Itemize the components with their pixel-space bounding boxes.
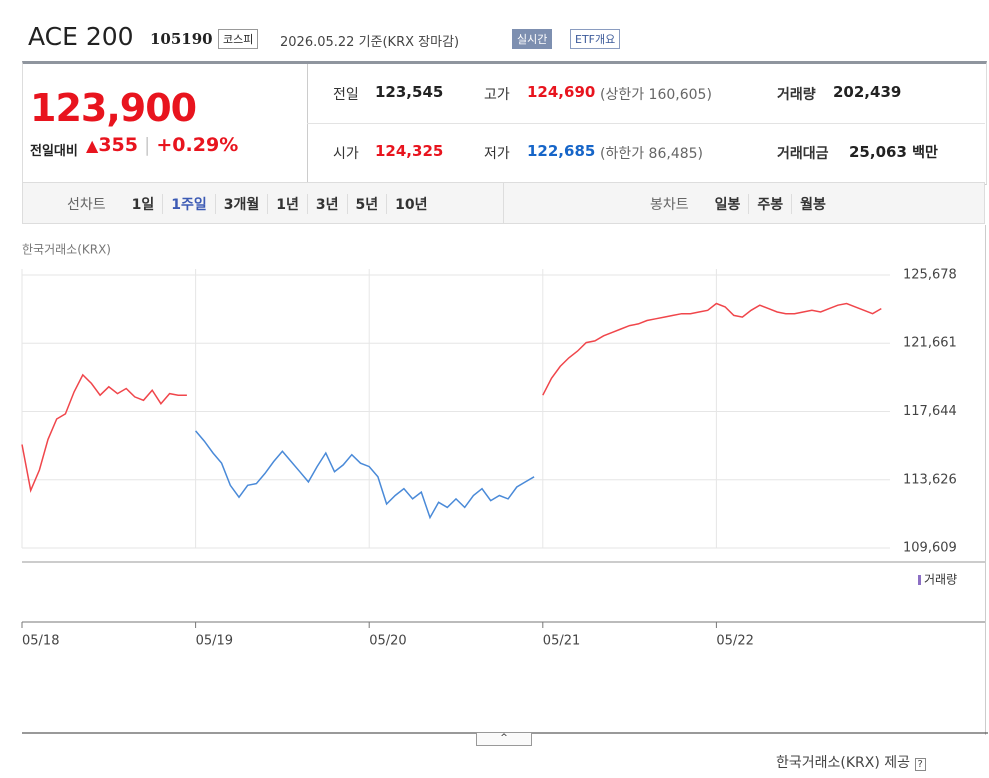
y-tick-label: 121,661 (903, 336, 957, 351)
title: ACE 200 (28, 22, 134, 51)
y-tick-label: 113,626 (903, 472, 957, 487)
up-arrow: ▲ (86, 136, 99, 155)
tab[interactable]: 5년 (346, 194, 387, 214)
realtime-button[interactable]: 실시간 (512, 29, 553, 49)
stat-label: 저가 (484, 146, 510, 162)
stat-value: 123,545 (375, 83, 444, 101)
tab[interactable]: 10년 (386, 194, 435, 214)
plot: 125,678 121,661 117,644 113,626 109,609 05/18… (21, 268, 957, 649)
stat-label: 거래대금 (777, 146, 829, 162)
stat-value: 124,325 (375, 142, 444, 160)
change: ▲355 | +0.29% (86, 134, 239, 156)
tab[interactable]: 일봉 (714, 197, 741, 213)
stat-note: (상한가 160,605) (600, 87, 712, 103)
tab[interactable]: 1년 (267, 194, 307, 214)
chart: 한국거래소(KRX) 거래량 125,678 121,661 117,644 113,… (21, 225, 988, 735)
date: 2026.05.22 기준(KRX 장마감) (280, 35, 460, 50)
stat-label: 거래량 (777, 87, 816, 103)
x-tick-label: 05/20 (369, 634, 406, 649)
x-tick-label: 05/18 (22, 634, 59, 649)
tab[interactable]: 1주일 (162, 194, 215, 214)
price-line (195, 430, 535, 520)
border (985, 225, 986, 735)
current-price: 123,900 (30, 86, 197, 130)
stat-value: 202,439 (833, 83, 902, 101)
price-line (21, 302, 882, 493)
change-rate: +0.29% (156, 134, 239, 156)
change-value: 355 (98, 134, 138, 156)
stat-value: 124,690 (527, 83, 596, 101)
divider (307, 123, 985, 124)
stat-note: (하한가 86,485) (600, 146, 704, 162)
stat-value: 122,685 (527, 142, 596, 160)
tab[interactable]: 1일 (131, 197, 155, 213)
collapse-button[interactable]: ^ (476, 733, 532, 746)
x-tick-label: 05/21 (543, 634, 580, 649)
unit: 백만 (912, 145, 938, 161)
y-tick-label: 109,609 (903, 541, 957, 556)
x-tick-label: 05/22 (716, 634, 753, 649)
stat-label: 시가 (333, 146, 359, 162)
footer: 한국거래소(KRX) 제공 ? (776, 752, 926, 772)
footer-text: 한국거래소(KRX) 제공 (776, 755, 911, 771)
legend-label: 거래량 (924, 573, 957, 587)
source: 한국거래소(KRX) (22, 243, 111, 257)
y-tick-label: 117,644 (903, 404, 957, 419)
stat-label: 전일 (333, 87, 359, 103)
tab[interactable]: 주봉 (748, 194, 791, 214)
divider (503, 183, 504, 223)
market-badge: 코스피 (218, 29, 259, 49)
stat-value: 25,063 백만 (849, 142, 938, 162)
legend-swatch (918, 575, 921, 585)
value: 25,063 (849, 143, 907, 161)
stat-label: 고가 (484, 87, 510, 103)
tab[interactable]: 월봉 (791, 194, 834, 214)
line-tabs: 선차트 1일 1주일 3개월 1년 3년 5년 10년 (67, 194, 436, 214)
overview-button[interactable]: ETF개요 (570, 29, 621, 49)
tab-group-label: 봉차트 (650, 197, 689, 213)
candle-tabs: 봉차트 일봉 주봉 월봉 (650, 194, 834, 214)
tab[interactable]: 3개월 (214, 194, 268, 214)
x-tick-label: 05/19 (196, 634, 233, 649)
y-tick-label: 125,678 (903, 268, 957, 283)
tab-group-label: 선차트 (67, 197, 106, 213)
code: 105190 (150, 30, 213, 48)
tab[interactable]: 3년 (306, 194, 347, 214)
change-label: 전일대비 (30, 144, 78, 159)
help-icon[interactable]: ? (914, 758, 926, 771)
